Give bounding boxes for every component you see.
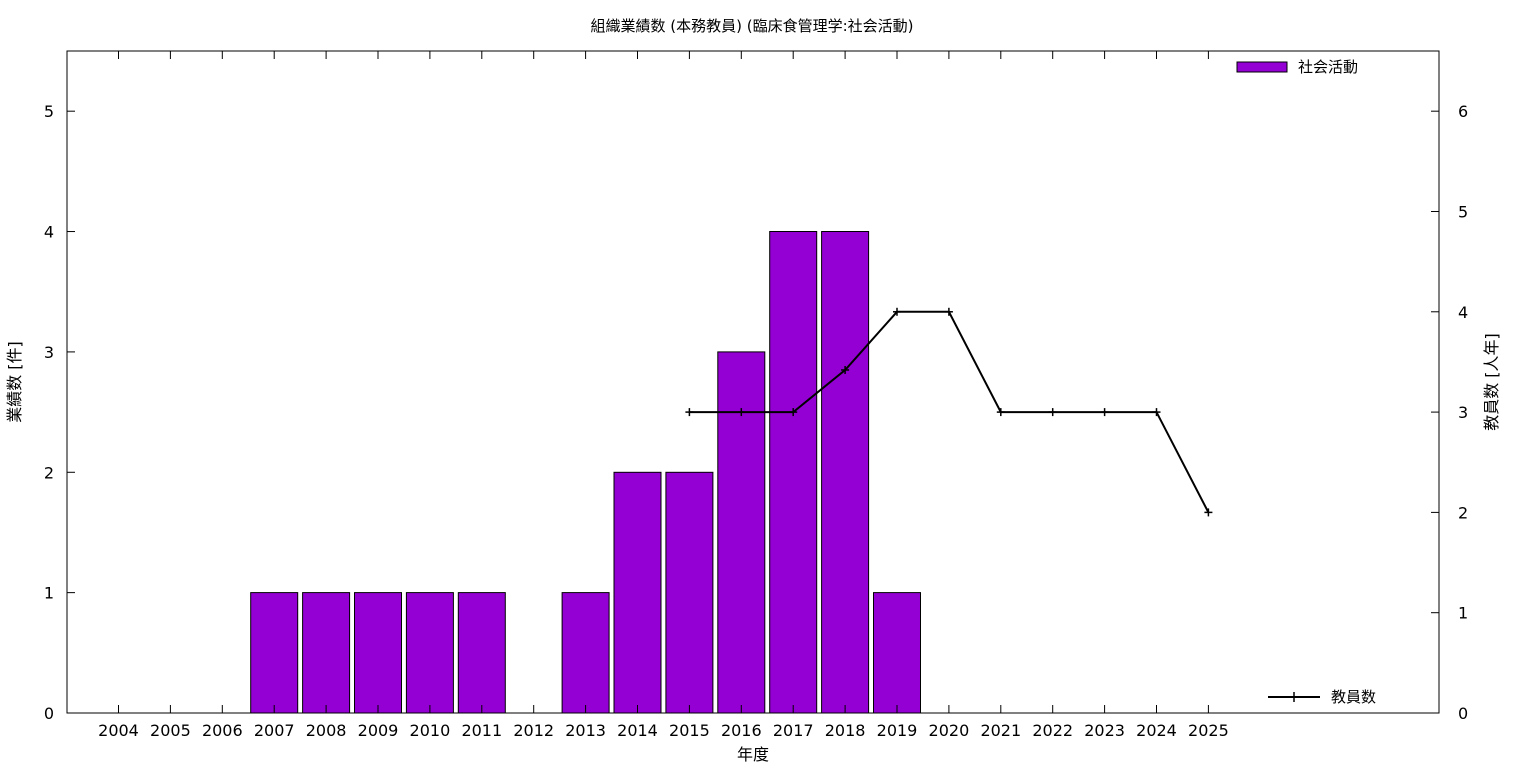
y2-tick-label: 1 [1458, 604, 1468, 623]
legend-line: 教員数 [1268, 688, 1376, 706]
x-tick-label: 2017 [773, 721, 814, 740]
bar-2017 [769, 231, 818, 714]
line-point-2022 [1048, 408, 1057, 417]
line-point-2025 [1204, 508, 1213, 517]
x-tick-label: 2013 [565, 721, 606, 740]
bar-2010 [405, 592, 454, 714]
legend-bar-swatch [1236, 61, 1288, 73]
bar-2014 [613, 471, 662, 714]
x-tick-label: 2025 [1188, 721, 1229, 740]
x-tick-label: 2023 [1084, 721, 1125, 740]
legend-bar-label: 社会活動 [1298, 58, 1358, 76]
x-tick-label: 2022 [1032, 721, 1073, 740]
bar-2007 [250, 592, 299, 714]
chart-title: 組織業績数 (本務教員) (臨床食管理学:社会活動) [590, 17, 913, 35]
bar-2013 [561, 592, 610, 714]
line-series [685, 307, 1213, 517]
bar-2008 [302, 592, 351, 714]
line-point-2023 [1100, 408, 1109, 417]
x-tick-label: 2012 [513, 721, 554, 740]
x-tick-label: 2014 [617, 721, 658, 740]
x-tick-label: 2015 [669, 721, 710, 740]
line-point-2019 [893, 307, 901, 316]
bar-2009 [354, 592, 402, 714]
y-tick-label: 4 [44, 223, 54, 242]
x-tick-label: 2021 [980, 721, 1021, 740]
y-tick-label: 1 [44, 584, 54, 603]
line-point-2021 [996, 408, 1005, 417]
x-axis-label: 年度 [737, 745, 769, 764]
line-point-2016 [737, 408, 746, 417]
legend-bar: 社会活動 [1236, 58, 1358, 76]
x-tick-label: 2007 [254, 721, 295, 740]
y2-tick-label: 0 [1458, 704, 1468, 723]
y2-tick-label: 3 [1458, 403, 1468, 422]
bar-2018 [821, 231, 870, 714]
y2-tick-label: 4 [1458, 303, 1468, 322]
y2-tick-label: 6 [1458, 102, 1468, 121]
y-tick-label: 2 [44, 463, 54, 482]
y2-axis-tick-labels: 0 1 2 3 4 5 6 [1458, 102, 1468, 723]
x-tick-label: 2008 [306, 721, 347, 740]
bar-series [250, 231, 921, 714]
line-point-2017 [789, 408, 798, 417]
x-tick-label: 2020 [929, 721, 970, 740]
y2-axis-label: 教員数 [人年] [1482, 333, 1501, 431]
line-point-2015 [685, 408, 694, 417]
y-tick-label: 0 [44, 704, 54, 723]
x-tick-label: 2016 [721, 721, 762, 740]
x-tick-label: 2010 [410, 721, 451, 740]
y2-tick-label: 2 [1458, 503, 1468, 522]
x-tick-label: 2024 [1136, 721, 1177, 740]
x-tick-label: 2004 [98, 721, 139, 740]
bar-2011 [457, 592, 506, 714]
legend-line-label: 教員数 [1331, 688, 1376, 706]
x-axis-tick-labels: 2004 2005 2006 2007 2008 2009 2010 2011 2012 2013… [98, 721, 1229, 740]
line-point-2024 [1152, 408, 1161, 417]
x-tick-label: 2018 [825, 721, 866, 740]
line-point-2018 [841, 365, 850, 374]
y-tick-label: 3 [44, 343, 54, 362]
bar-2016 [717, 351, 766, 714]
line-point-2020 [944, 307, 953, 316]
x-tick-label: 2011 [461, 721, 502, 740]
x-tick-label: 2009 [358, 721, 399, 740]
bar-2019 [873, 592, 921, 714]
y-axis-tick-labels: 0 1 2 3 4 5 [44, 102, 54, 723]
y2-tick-label: 5 [1458, 202, 1468, 221]
y-tick-label: 5 [44, 102, 54, 121]
x-tick-label: 2005 [150, 721, 191, 740]
line-path [689, 310, 1210, 513]
x-tick-label: 2019 [877, 721, 918, 740]
axis-ticks [67, 51, 1439, 714]
x-tick-label: 2006 [202, 721, 243, 740]
bar-2015 [665, 471, 714, 714]
y-axis-label: 業績数 [件] [5, 341, 24, 423]
